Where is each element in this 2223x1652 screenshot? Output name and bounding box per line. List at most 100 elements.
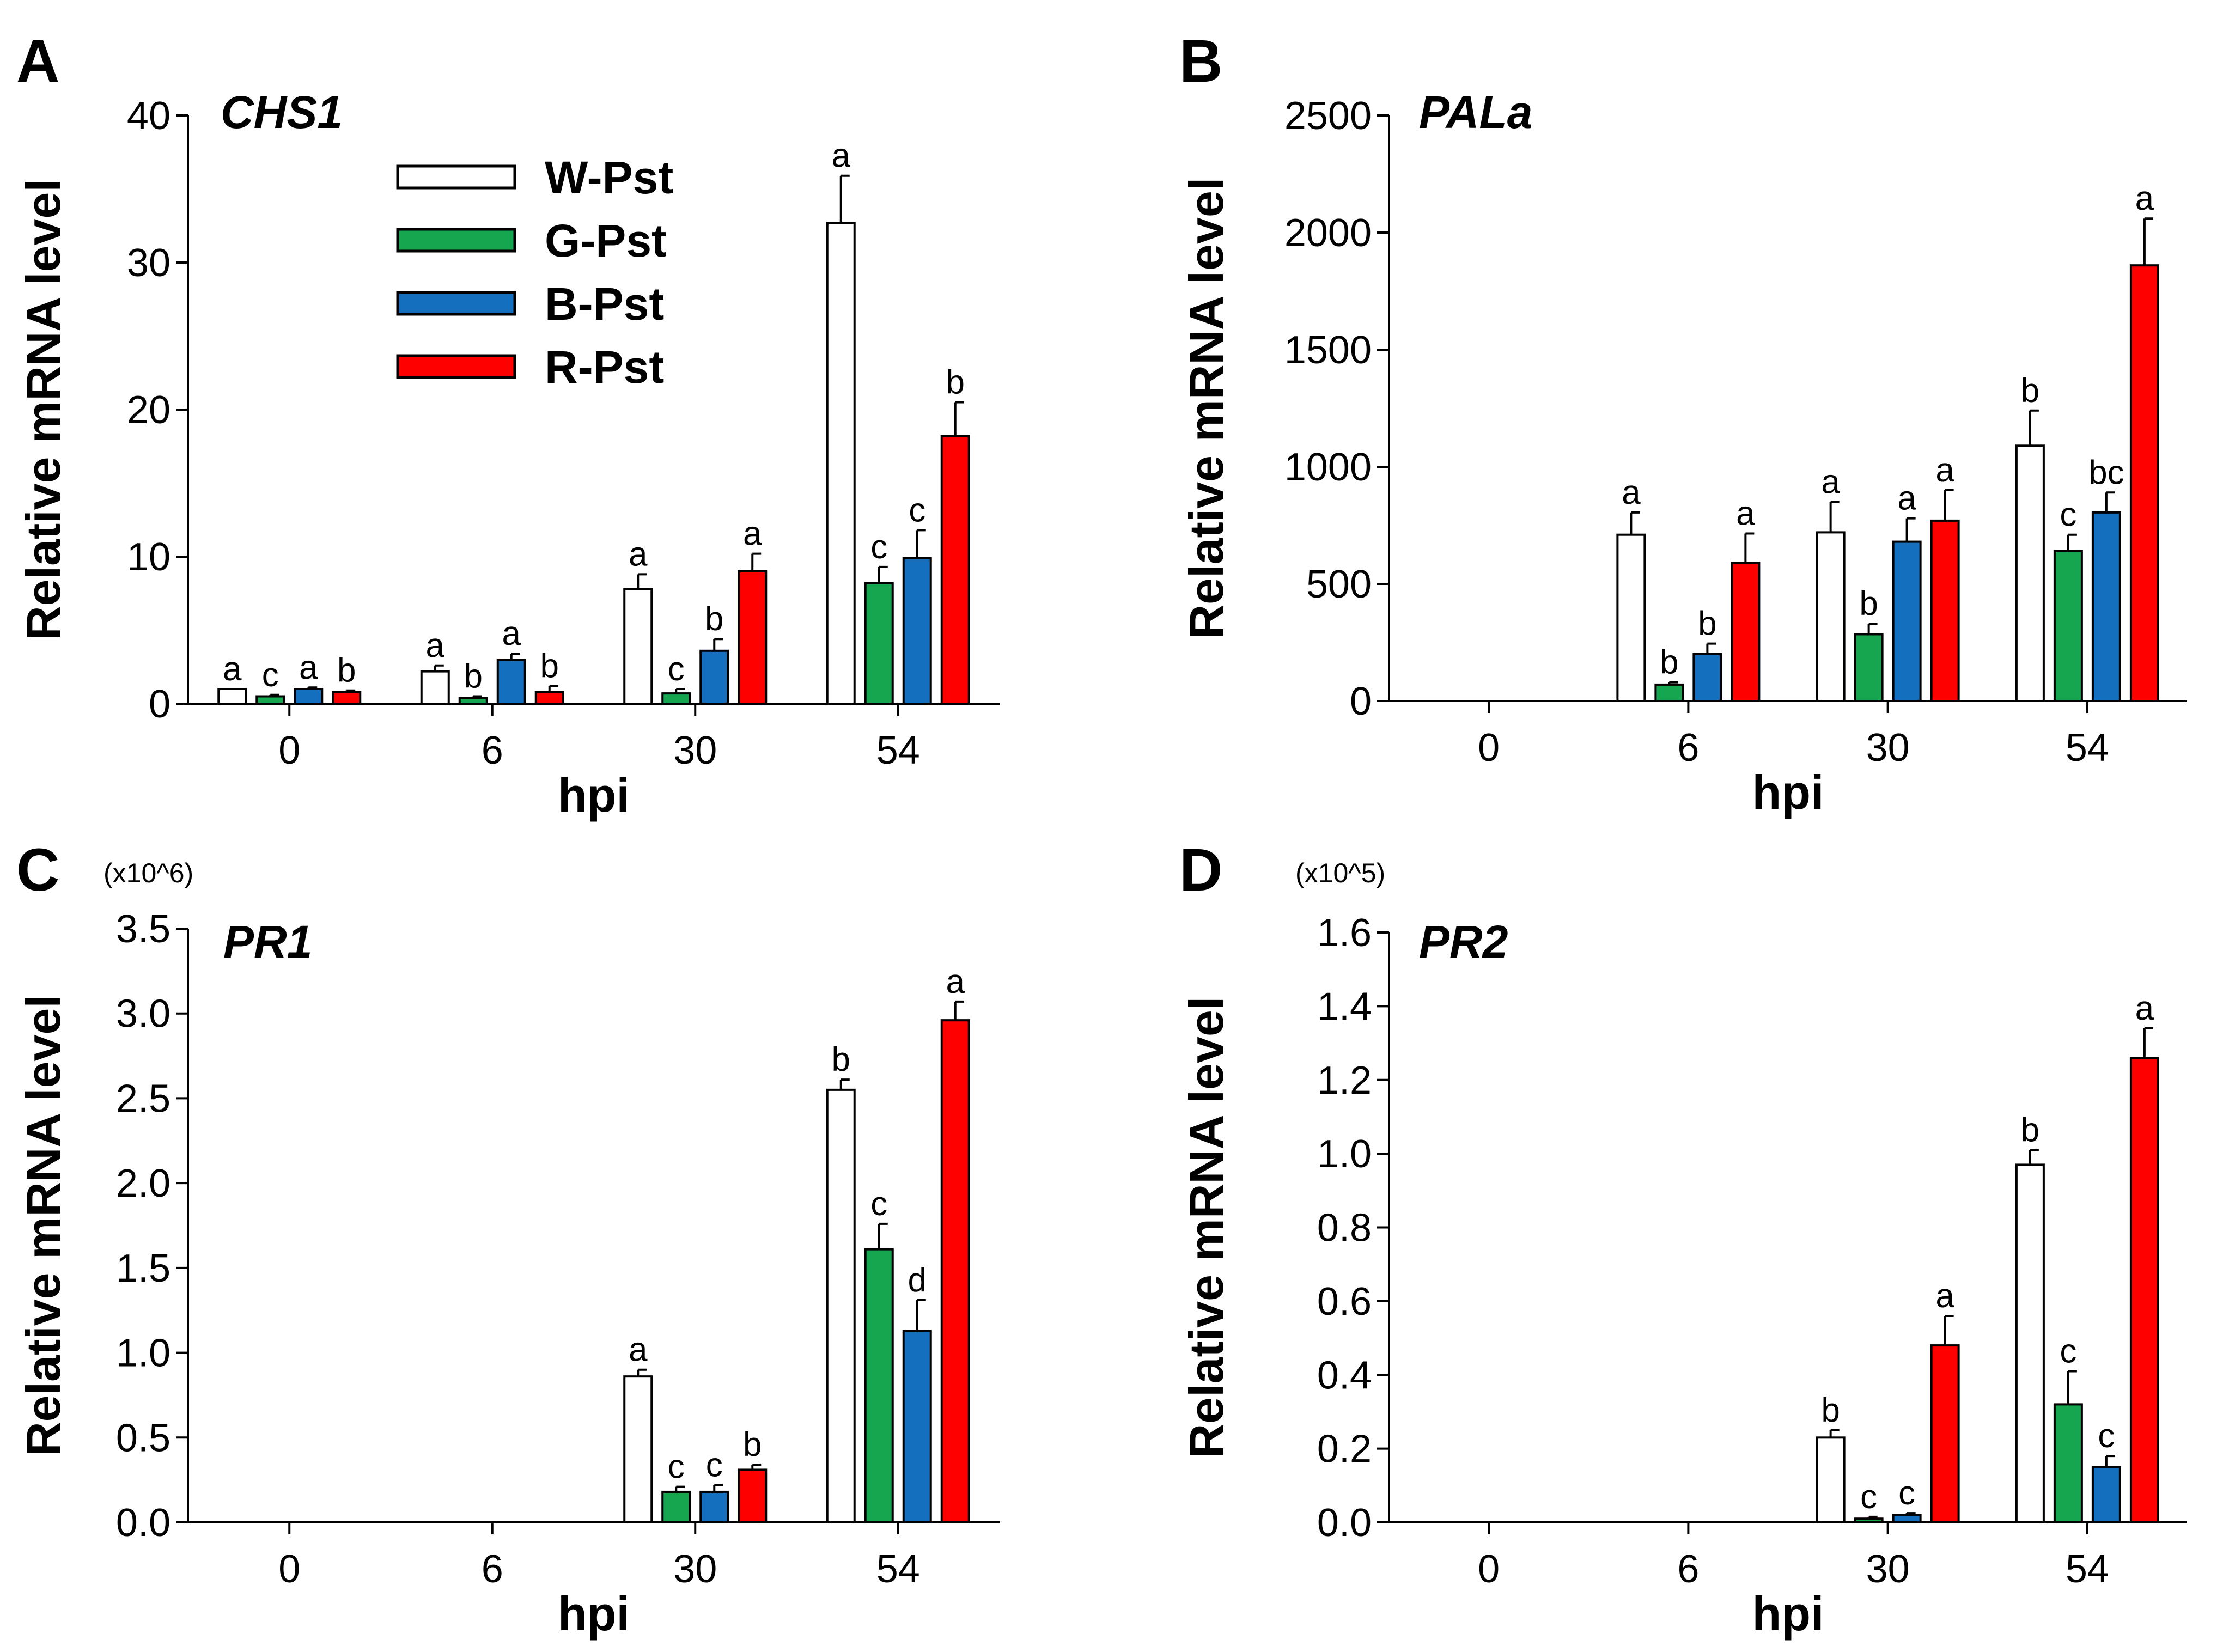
significance-label: b [1821, 1392, 1840, 1429]
significance-label: a [1897, 480, 1916, 517]
y-axis-label: Relative mRNA level [16, 995, 70, 1456]
bar [1616, 533, 1646, 702]
bar [1816, 531, 1846, 703]
y-tick-label: 0.8 [1317, 1206, 1372, 1250]
significance-label: c [668, 1448, 685, 1486]
significance-label: a [629, 535, 648, 573]
significance-label: c [909, 491, 925, 529]
significance-label: b [705, 600, 723, 638]
legend-swatch [396, 291, 516, 316]
significance-label: b [2021, 372, 2039, 410]
x-tick-label: 0 [278, 1547, 300, 1591]
x-tick-label: 0 [278, 729, 300, 772]
y-tick-label: 1.0 [1317, 1132, 1372, 1176]
significance-label: b [2021, 1111, 2039, 1149]
bar [2053, 1403, 2083, 1523]
significance-label: c [1860, 1478, 1877, 1516]
significance-label: a [299, 649, 318, 686]
legend-label: R-Pst [545, 342, 664, 393]
bar [699, 1490, 729, 1524]
significance-label: b [1698, 605, 1716, 643]
significance-label: b [337, 652, 356, 690]
bar [940, 1019, 970, 1523]
bar [420, 670, 450, 705]
y-axis-label: Relative mRNA level [1179, 178, 1233, 639]
legend-swatch [396, 228, 516, 253]
significance-label: b [540, 648, 559, 685]
x-tick-label: 6 [482, 729, 503, 772]
x-axis-label: hpi [558, 768, 630, 822]
bar [1854, 1517, 1884, 1523]
y-tick-label: 0 [1350, 680, 1372, 723]
bar [826, 1088, 856, 1524]
y-tick-label: 1.0 [116, 1332, 170, 1375]
y-tick-label: 0.0 [1317, 1501, 1372, 1545]
panel-b: B PALa 0 500 1000 1500 2000 2500 0 6 30 54 hpi Relati… [1179, 28, 2187, 819]
legend-label: B-Pst [545, 278, 664, 330]
bar [902, 1330, 932, 1523]
significance-label: b [743, 1426, 762, 1464]
bar [255, 695, 285, 705]
panel-letter: C [16, 837, 59, 904]
bar [2091, 1466, 2121, 1523]
x-tick-label: 54 [2066, 726, 2109, 770]
panel-d: D PR2 (x10^5) 0.0 0.2 0.4 0.6 0.8 1.0 1.2 1.4 1.6 0 6… [1179, 837, 2187, 1641]
y-tick-label: 20 [127, 388, 170, 432]
bar [940, 435, 970, 705]
bar [1654, 683, 1684, 703]
x-axis-label: hpi [1752, 1587, 1824, 1641]
bar [534, 691, 564, 705]
bar [738, 570, 768, 705]
significance-label: a [223, 650, 242, 688]
legend-swatch [396, 354, 516, 379]
significance-label: c [668, 650, 685, 688]
x-tick-label: 30 [1866, 726, 1910, 770]
y-tick-label: 10 [127, 535, 170, 579]
significance-label: a [629, 1331, 648, 1369]
y-tick-label: 0 [149, 682, 170, 726]
bar [1930, 519, 1960, 703]
bar [294, 688, 324, 705]
x-tick-label: 6 [1677, 726, 1699, 770]
y-tick-label: 1.6 [1317, 911, 1372, 955]
bar [902, 557, 932, 705]
significance-label: c [2060, 1332, 2076, 1370]
y-tick-label: 1.4 [1317, 985, 1372, 1028]
gene-title: PALa [1419, 87, 1532, 138]
significance-label: a [426, 627, 445, 665]
y-axis-label: Relative mRNA level [16, 179, 70, 641]
y-tick-label: 40 [127, 94, 170, 138]
significance-label: b [464, 658, 483, 696]
significance-label: d [908, 1261, 927, 1299]
y-tick-label: 0.4 [1317, 1354, 1372, 1397]
y-tick-label: 0.0 [116, 1501, 170, 1545]
significance-label: b [946, 364, 965, 401]
bar [864, 582, 894, 705]
bar [2129, 1057, 2159, 1523]
significance-label: a [1935, 452, 1954, 489]
significance-label: c [870, 528, 887, 566]
x-tick-label: 54 [876, 729, 920, 772]
bar [864, 1248, 894, 1524]
bar [1892, 540, 1922, 702]
legend-label: G-Pst [545, 215, 667, 266]
y-tick-label: 3.5 [116, 907, 170, 951]
bar [623, 1375, 653, 1523]
gene-title: PR2 [1419, 916, 1508, 967]
bar [661, 1490, 691, 1524]
y-tick-label: 0.5 [116, 1416, 170, 1460]
x-tick-label: 0 [1478, 1547, 1500, 1591]
y-tick-label: 1500 [1284, 328, 1372, 372]
panel-letter: A [16, 28, 59, 95]
significance-label: a [1736, 495, 1755, 533]
significance-label: bc [2088, 454, 2124, 491]
significance-label: a [1821, 464, 1840, 501]
significance-label: b [832, 1041, 850, 1078]
y-axis-label: Relative mRNA level [1179, 997, 1233, 1459]
bar [2053, 550, 2083, 702]
bar [826, 222, 856, 705]
gene-title: CHS1 [221, 87, 343, 138]
x-tick-label: 6 [482, 1547, 503, 1591]
significance-label: a [502, 615, 521, 653]
